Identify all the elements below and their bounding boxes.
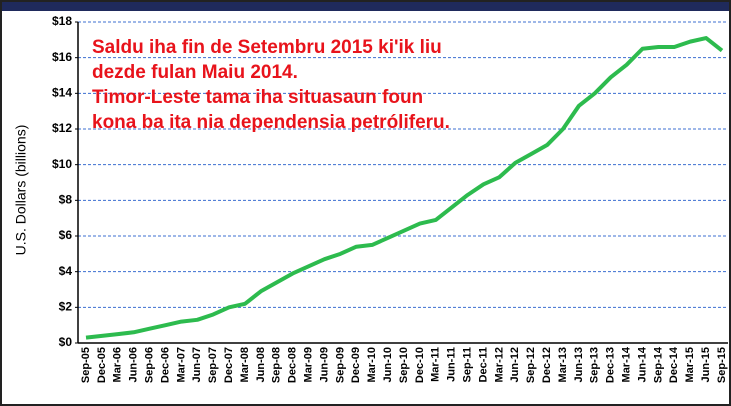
x-tick-label: Jun-10 [382, 347, 394, 382]
x-tick-label: Mar-13 [557, 347, 569, 382]
x-tick-label: Jun-15 [700, 347, 712, 382]
x-tick-label: Mar-06 [112, 347, 124, 382]
annotation: kona ba ita nia dependensia petróliferu. [92, 112, 450, 133]
x-tick-label: Mar-14 [621, 346, 633, 382]
x-tick-label: Jun-12 [509, 347, 521, 382]
annotation: Saldu iha fin de Setembru 2015 ki'ik liu [92, 37, 442, 58]
header-band [0, 0, 731, 11]
x-tick-label: Sep-10 [398, 347, 410, 383]
y-tick-label: $12 [52, 121, 72, 135]
x-tick-label: Sep-08 [271, 347, 283, 383]
x-tick-label: Mar-08 [239, 347, 251, 382]
y-axis-label: U.S. Dollars (billions) [13, 125, 29, 256]
x-tick-label: Sep-07 [207, 347, 219, 383]
x-tick-label: Sep-11 [462, 347, 474, 382]
x-tick-label: Dec-08 [287, 347, 299, 383]
y-tick-label: $0 [59, 335, 73, 349]
y-tick-label: $2 [59, 300, 73, 314]
x-tick-label: Mar-10 [366, 347, 378, 382]
x-tick-label: Dec-10 [414, 347, 426, 383]
x-tick-label: Sep-05 [80, 347, 92, 383]
x-tick-label: Sep-15 [716, 347, 728, 383]
x-tick-label: Mar-12 [493, 347, 505, 382]
y-tick-label: $16 [52, 50, 72, 64]
x-tick-label: Sep-12 [525, 347, 537, 383]
x-tick-label: Sep-06 [144, 347, 156, 383]
x-tick-label: Sep-09 [334, 347, 346, 383]
x-tick-label: Dec-12 [541, 347, 553, 383]
y-tick-label: $18 [52, 14, 72, 28]
annotation: dezde fulan Maiu 2014. [92, 62, 298, 83]
y-tick-label: $8 [59, 193, 73, 207]
y-tick-label: $4 [59, 264, 73, 278]
annotation: Timor-Leste tama iha situasaun foun [92, 87, 423, 108]
x-tick-label: Jun-07 [191, 347, 203, 382]
x-tick-label: Dec-07 [223, 347, 235, 383]
x-tick-label: Mar-11 [430, 347, 442, 382]
x-tick-label: Dec-09 [350, 347, 362, 383]
x-tick-label: Jun-08 [255, 347, 267, 382]
x-tick-label: Dec-05 [96, 347, 108, 383]
y-tick-label: $14 [52, 86, 72, 100]
x-tick-label: Sep-13 [589, 347, 601, 383]
x-tick-label: Jun-09 [318, 347, 330, 382]
y-tick-label: $6 [59, 228, 73, 242]
x-tick-label: Dec-11 [477, 347, 489, 382]
x-tick-label: Sep-14 [652, 346, 664, 383]
x-tick-label: Mar-09 [303, 347, 315, 382]
x-tick-label: Dec-13 [605, 347, 617, 383]
x-tick-label: Dec-06 [159, 347, 171, 383]
x-tick-label: Jun-06 [128, 347, 140, 382]
x-tick-label: Mar-07 [175, 347, 187, 382]
x-tick-label: Jun-13 [573, 347, 585, 382]
x-tick-label: Dec-14 [668, 346, 680, 383]
x-tick-label: Mar-15 [684, 347, 696, 382]
line-series [85, 36, 724, 340]
y-tick-label: $10 [52, 157, 72, 171]
x-tick-label: Jun-11 [446, 347, 458, 382]
x-tick-label: Jun-14 [636, 346, 648, 382]
